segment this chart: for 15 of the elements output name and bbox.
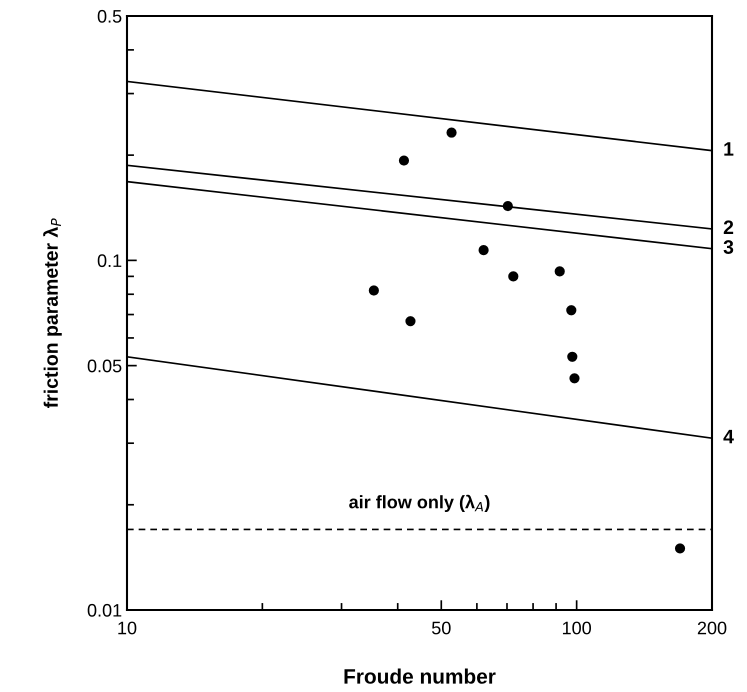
y-tick-label: 0.05 — [88, 360, 122, 372]
series-label: 2 — [724, 220, 734, 234]
y-axis-title: friction parameter λ$_{P}$ — [43, 218, 62, 408]
x-tick-label: 100 — [562, 622, 591, 634]
series-label: 4 — [723, 430, 734, 444]
x-tick-label: 200 — [698, 622, 726, 634]
y-tick-label: 0.5 — [98, 10, 122, 23]
x-axis-title: Froude number — [344, 668, 496, 684]
series-label: 3 — [724, 240, 734, 254]
ref-line-label: air flow only (λ$_{A}$) — [349, 494, 490, 512]
series-label: 1 — [724, 142, 734, 156]
x-tick-label: 50 — [432, 622, 451, 634]
y-tick-label: 0.1 — [98, 254, 122, 268]
x-tick-label: 10 — [118, 622, 136, 634]
y-tick-label: 0.01 — [88, 604, 122, 617]
